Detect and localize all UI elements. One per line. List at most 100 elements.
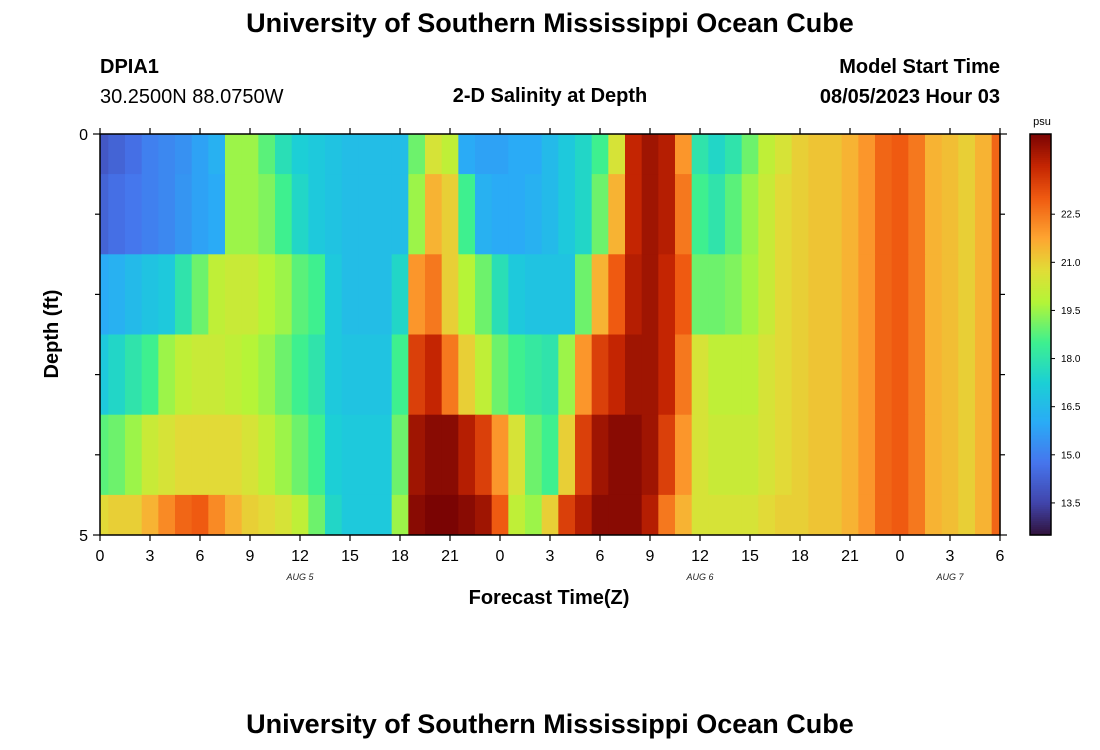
heatmap-cell bbox=[158, 414, 176, 496]
colorbar-swatch bbox=[1030, 218, 1051, 221]
heatmap-cell bbox=[441, 134, 459, 175]
colorbar-swatch bbox=[1030, 332, 1051, 336]
heatmap-cell bbox=[108, 334, 126, 416]
heatmap-cell bbox=[108, 174, 126, 255]
colorbar-swatch bbox=[1030, 206, 1051, 209]
heatmap-cell bbox=[391, 254, 409, 335]
colorbar-swatch bbox=[1030, 312, 1051, 316]
heatmap-cell bbox=[758, 334, 776, 416]
heatmap-cell bbox=[325, 414, 343, 496]
heatmap-cell bbox=[208, 494, 226, 536]
heatmap-cell bbox=[458, 414, 476, 496]
colorbar-swatch bbox=[1030, 438, 1051, 442]
heatmap-cell bbox=[908, 414, 926, 496]
heatmap-cell bbox=[658, 494, 676, 536]
colorbar-swatch bbox=[1030, 382, 1051, 386]
colorbar-swatch bbox=[1030, 442, 1051, 446]
colorbar-swatch bbox=[1030, 234, 1051, 237]
heatmap-cell bbox=[408, 134, 426, 175]
colorbar-swatch bbox=[1030, 306, 1051, 310]
heatmap-cell bbox=[791, 134, 809, 175]
heatmap-cell bbox=[875, 174, 893, 255]
colorbar-swatch bbox=[1030, 498, 1051, 502]
heatmap-cell bbox=[925, 174, 943, 255]
colorbar-swatch bbox=[1030, 182, 1051, 185]
colorbar-swatch bbox=[1030, 370, 1051, 374]
colorbar-swatch bbox=[1030, 358, 1051, 362]
footer-title: University of Southern Mississippi Ocean… bbox=[246, 709, 854, 739]
heatmap-cell bbox=[541, 134, 559, 175]
colorbar-swatch bbox=[1030, 398, 1051, 402]
colorbar-swatch bbox=[1030, 360, 1051, 364]
heatmap-cell bbox=[375, 254, 393, 335]
heatmap-cell bbox=[558, 134, 576, 175]
colorbar-swatch bbox=[1030, 214, 1051, 217]
colorbar-swatch bbox=[1030, 326, 1051, 330]
colorbar-swatch bbox=[1030, 260, 1051, 263]
heatmap-cell bbox=[925, 254, 943, 335]
heatmap-cell bbox=[858, 494, 876, 536]
heatmap-cell bbox=[608, 414, 626, 496]
colorbar-swatch bbox=[1030, 150, 1051, 153]
colorbar-tick-label: 19.5 bbox=[1061, 306, 1081, 317]
colorbar-swatch bbox=[1030, 490, 1051, 494]
heatmap-cell bbox=[308, 334, 326, 416]
colorbar-swatch bbox=[1030, 530, 1051, 534]
heatmap-cell bbox=[458, 174, 476, 255]
colorbar-swatch bbox=[1030, 176, 1051, 179]
heatmap-cell bbox=[458, 254, 476, 335]
heatmap-cell bbox=[508, 414, 526, 496]
heatmap-cell bbox=[275, 494, 293, 536]
heatmap-cell bbox=[308, 414, 326, 496]
heatmap-cell bbox=[558, 174, 576, 255]
heatmap-cell bbox=[958, 134, 976, 175]
start-time-value: 08/05/2023 Hour 03 bbox=[819, 86, 1000, 108]
heatmap-cell bbox=[100, 414, 109, 496]
heatmap-cell bbox=[458, 134, 476, 175]
colorbar-swatch bbox=[1030, 258, 1051, 261]
colorbar-swatch bbox=[1030, 174, 1051, 177]
heatmap-cell bbox=[241, 134, 259, 175]
colorbar-swatch bbox=[1030, 388, 1051, 392]
heatmap-cell bbox=[758, 254, 776, 335]
colorbar-swatch bbox=[1030, 220, 1051, 223]
heatmap-cell bbox=[225, 174, 243, 255]
heatmap-cell bbox=[291, 174, 309, 255]
x-tick-label: 15 bbox=[741, 548, 759, 565]
heatmap-cell bbox=[541, 254, 559, 335]
heatmap-cell bbox=[458, 494, 476, 536]
heatmap-cell bbox=[591, 134, 609, 175]
colorbar-swatch bbox=[1030, 292, 1051, 295]
heatmap-cell bbox=[875, 334, 893, 416]
heatmap-cell bbox=[991, 134, 1001, 175]
day-label: AUG 6 bbox=[685, 572, 713, 582]
colorbar-swatch bbox=[1030, 464, 1051, 468]
heatmap-cell bbox=[125, 334, 143, 416]
heatmap-cell bbox=[641, 254, 659, 335]
colorbar-swatch bbox=[1030, 354, 1051, 358]
x-tick-label: 18 bbox=[791, 548, 809, 565]
heatmap-cell bbox=[475, 494, 493, 536]
heatmap-cell bbox=[141, 494, 159, 536]
heatmap-cell bbox=[775, 174, 793, 255]
heatmap-cell bbox=[341, 414, 359, 496]
page-title: University of Southern Mississippi Ocean… bbox=[246, 8, 854, 38]
heatmap-cell bbox=[858, 414, 876, 496]
heatmap-cell bbox=[575, 494, 593, 536]
heatmap-cell bbox=[591, 494, 609, 536]
colorbar-swatch bbox=[1030, 170, 1051, 173]
x-tick-label: 15 bbox=[341, 548, 359, 565]
colorbar-swatch bbox=[1030, 474, 1051, 478]
colorbar-swatch bbox=[1030, 422, 1051, 426]
colorbar-swatch bbox=[1030, 390, 1051, 394]
heatmap-cell bbox=[225, 134, 243, 175]
heatmap-cell bbox=[341, 134, 359, 175]
heatmap-cell bbox=[975, 414, 993, 496]
colorbar-swatch bbox=[1030, 228, 1051, 231]
colorbar-swatch bbox=[1030, 280, 1051, 283]
heatmap-cell bbox=[258, 134, 276, 175]
colorbar-swatch bbox=[1030, 514, 1051, 518]
colorbar-swatch bbox=[1030, 414, 1051, 418]
colorbar-swatch bbox=[1030, 222, 1051, 225]
heatmap-cell bbox=[658, 174, 676, 255]
